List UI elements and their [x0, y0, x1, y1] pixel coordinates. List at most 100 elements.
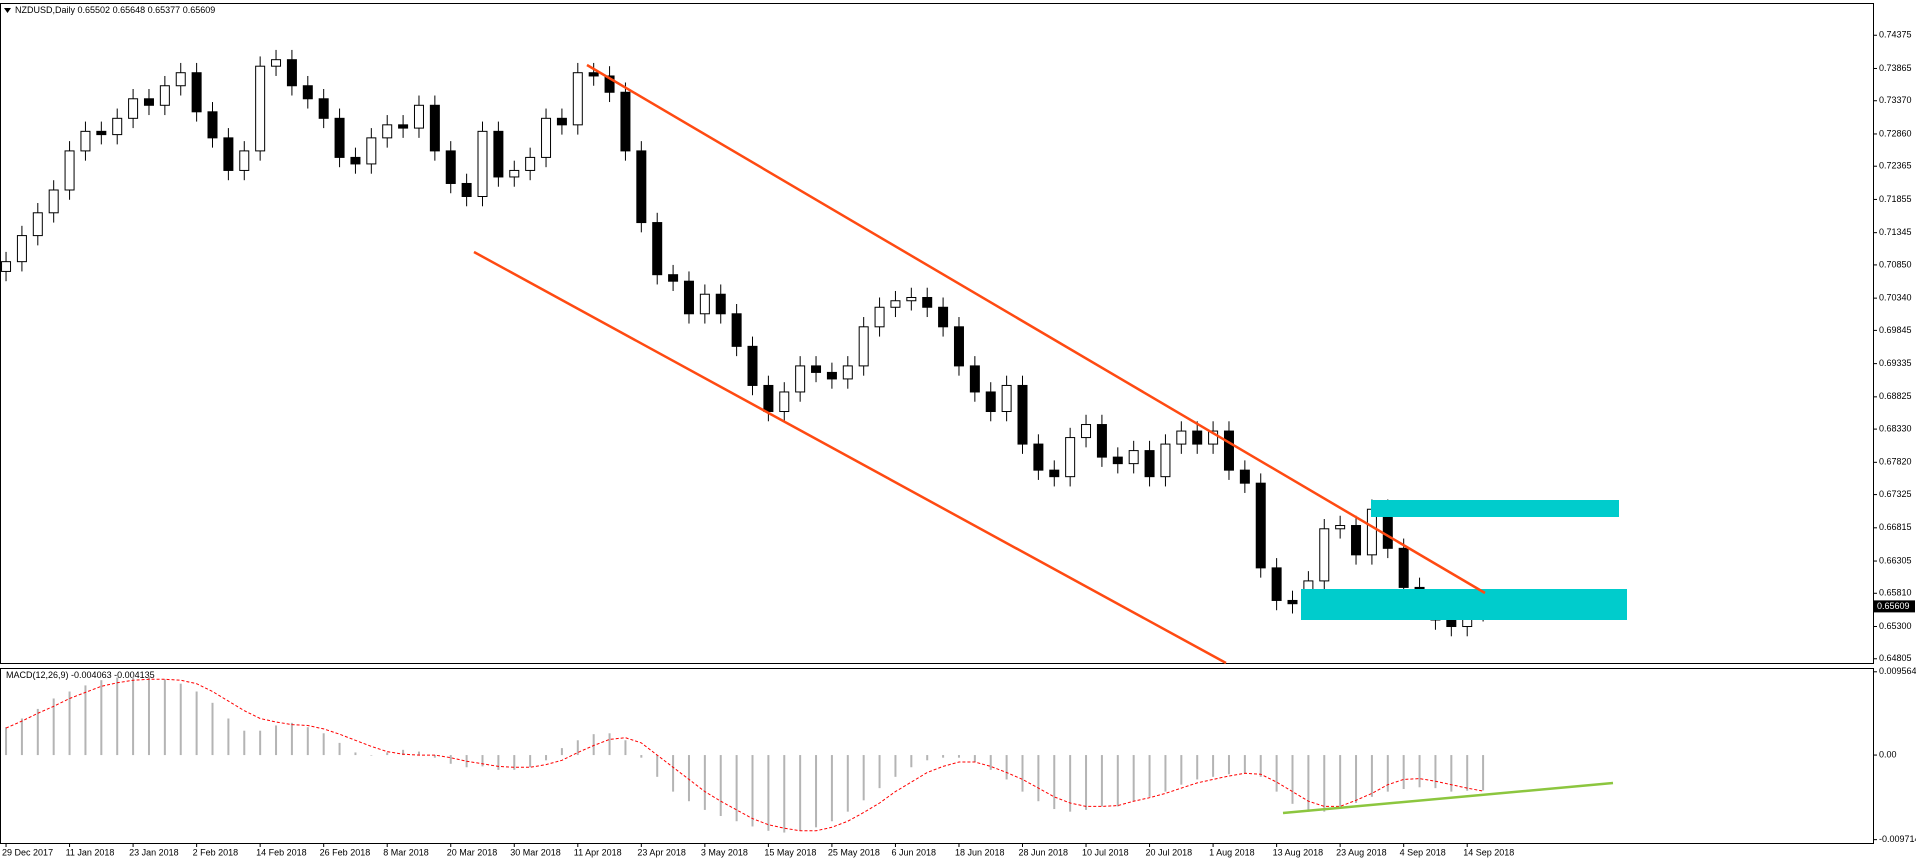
- macd-bar: [1037, 755, 1040, 802]
- candle-body: [191, 72, 202, 113]
- y-tick-label: 0.71855: [1879, 194, 1912, 204]
- macd-bar: [147, 676, 150, 756]
- macd-main: -0.004063: [71, 670, 112, 680]
- x-tick-label: 25 May 2018: [828, 847, 880, 857]
- macd-bar: [417, 751, 420, 756]
- macd-bar: [1085, 755, 1088, 810]
- x-tick-label: 23 Aug 2018: [1336, 847, 1387, 857]
- candle-body: [525, 156, 536, 171]
- candle-body: [922, 296, 933, 308]
- macd-name: MACD(12,26,9): [6, 670, 69, 680]
- macd-bar: [1386, 755, 1389, 792]
- macd-bar: [942, 755, 945, 758]
- candle-body: [604, 75, 615, 93]
- macd-bar: [132, 676, 135, 756]
- y-tick-label: 0.72860: [1879, 128, 1912, 138]
- macd-bar: [973, 755, 976, 763]
- macd-bar: [1466, 755, 1469, 791]
- macd-bar: [1275, 755, 1278, 792]
- x-tick-label: 20 Jul 2018: [1146, 847, 1193, 857]
- candle-body: [366, 137, 377, 165]
- macd-bar: [1259, 755, 1262, 777]
- y-tick-label: 0.65300: [1879, 621, 1912, 631]
- candle-body: [1096, 424, 1107, 458]
- macd-bar: [672, 755, 675, 792]
- x-tick-label: 14 Feb 2018: [256, 847, 307, 857]
- macd-bar: [449, 755, 452, 764]
- x-tick-label: 29 Dec 2017: [2, 847, 53, 857]
- x-tick-label: 15 May 2018: [764, 847, 816, 857]
- y-tick-label: 0.70850: [1879, 259, 1912, 269]
- candle-body: [1239, 469, 1250, 484]
- candle-body: [128, 98, 139, 119]
- macd-bar: [1132, 755, 1135, 802]
- macd-bar: [84, 685, 87, 756]
- x-tick-label: 8 Mar 2018: [383, 847, 429, 857]
- candle-body: [382, 124, 393, 139]
- macd-y-tick-label: 0.009564: [1879, 666, 1916, 676]
- y-tick-label: 0.73370: [1879, 95, 1912, 105]
- x-tick-label: 20 Mar 2018: [447, 847, 498, 857]
- macd-bar: [195, 691, 198, 756]
- symbol: NZDUSD,Daily: [15, 5, 76, 15]
- candle-body: [620, 91, 631, 152]
- y-tick-label: 0.68330: [1879, 423, 1912, 433]
- x-tick-label: 14 Sep 2018: [1463, 847, 1514, 857]
- support-zone: [1301, 589, 1627, 620]
- macd-bar: [1212, 755, 1215, 777]
- y-tick-label: 0.72365: [1879, 161, 1912, 171]
- candle-body: [779, 391, 790, 413]
- channel-lower: [473, 250, 1227, 665]
- macd-header: MACD(12,26,9) -0.004063 -0.004135: [6, 670, 155, 680]
- candle-body: [207, 111, 218, 139]
- header-close: 0.65609: [183, 5, 216, 15]
- menu-triangle[interactable]: [4, 8, 11, 13]
- marks: 0.74375 0.73865 0.73370 0.72860 0.72365 0.718…: [1, 30, 1916, 857]
- macd-bar: [846, 755, 849, 812]
- y-tick-label: 0.71345: [1879, 227, 1912, 237]
- macd-bar: [910, 755, 913, 768]
- macd-bar: [1434, 755, 1437, 789]
- macd-bar: [1196, 755, 1199, 780]
- macd-bar: [1021, 755, 1024, 792]
- price-panel: [0, 3, 1874, 664]
- x-tick-label: 13 Aug 2018: [1273, 847, 1324, 857]
- candle-body: [239, 150, 250, 171]
- macd-bar: [513, 755, 516, 770]
- macd-bar: [830, 755, 833, 822]
- candle-body: [1398, 547, 1409, 588]
- macd-bar: [1148, 755, 1151, 797]
- candle-body: [906, 296, 917, 302]
- macd-bar: [163, 679, 166, 756]
- macd-bar: [259, 730, 262, 756]
- candle-body: [763, 384, 774, 413]
- macd-bar: [1355, 755, 1358, 803]
- candle-body: [445, 150, 456, 184]
- y-tick-label: 0.68825: [1879, 391, 1912, 401]
- macd-bar: [433, 755, 436, 758]
- y-tick-label: 0.69845: [1879, 325, 1912, 335]
- macd-bar: [560, 748, 563, 756]
- candle-body: [826, 371, 837, 380]
- x-tick-label: 4 Sep 2018: [1400, 847, 1446, 857]
- macd-bar: [576, 740, 579, 756]
- candle-body: [16, 235, 27, 263]
- candle-body: [302, 85, 313, 100]
- candle-body: [1271, 567, 1282, 601]
- candle-body: [588, 72, 599, 77]
- macd-bar: [767, 755, 770, 831]
- candle-body: [477, 130, 488, 198]
- macd-bar: [687, 755, 690, 802]
- candle-body: [143, 98, 154, 106]
- candle-body: [1017, 384, 1028, 445]
- macd-bar: [1291, 755, 1294, 804]
- candle-body: [811, 365, 822, 373]
- candle-body: [1335, 525, 1346, 530]
- candle-body: [715, 293, 726, 315]
- macd-bar: [926, 755, 929, 761]
- macd-bar: [989, 755, 992, 770]
- macd-bar: [100, 680, 103, 756]
- macd-bar: [497, 755, 500, 770]
- candle-body: [1065, 437, 1076, 478]
- candle-body: [1144, 450, 1155, 478]
